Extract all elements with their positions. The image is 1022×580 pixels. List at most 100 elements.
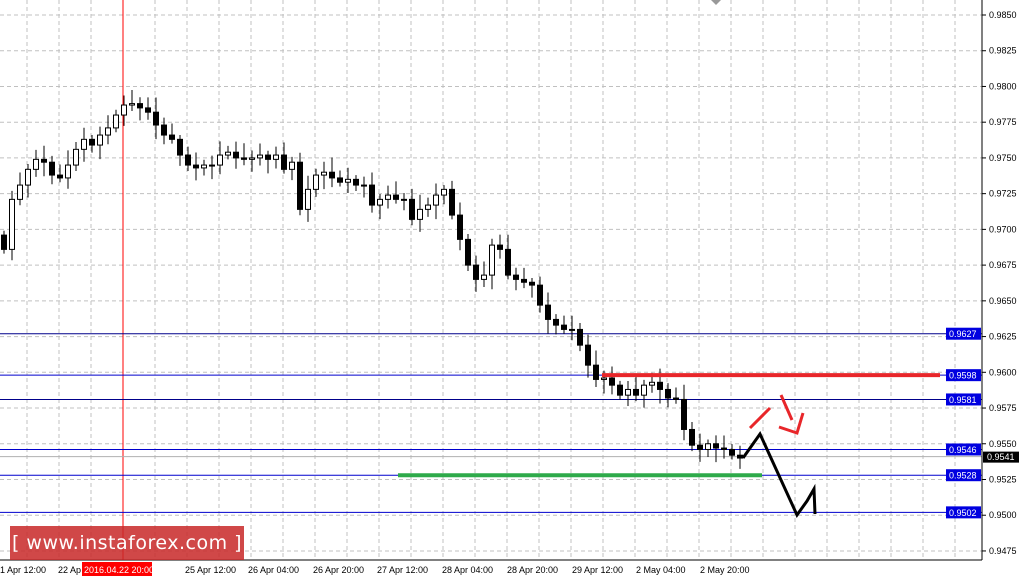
- candle: [481, 261, 487, 287]
- candle: [569, 315, 575, 341]
- candle: [377, 194, 383, 220]
- x-tick-label: 29 Apr 12:00: [572, 565, 623, 575]
- candle-body: [329, 171, 335, 179]
- candle-body: [537, 284, 543, 306]
- candle-body: [249, 157, 255, 160]
- candle-body: [105, 127, 111, 136]
- candle-body: [241, 157, 247, 160]
- candle-body: [433, 194, 439, 206]
- candle-body: [297, 161, 303, 210]
- candle: [689, 422, 695, 452]
- crosshair-time-badge: [82, 562, 152, 576]
- candle-body: [617, 384, 623, 396]
- candle: [441, 185, 447, 205]
- candle: [713, 435, 719, 463]
- level-price-label: 0.9627: [949, 329, 977, 339]
- candle: [81, 127, 87, 162]
- candle: [281, 142, 287, 174]
- candle: [593, 350, 599, 388]
- candle: [41, 145, 47, 177]
- y-tick-label: 0.9750: [989, 153, 1017, 163]
- candle-body: [233, 151, 239, 159]
- level-price-badge: [946, 327, 981, 340]
- candle-body: [569, 328, 575, 331]
- y-tick-label: 0.9525: [989, 474, 1017, 484]
- candle: [465, 234, 471, 272]
- candle: [473, 255, 479, 292]
- candle-body: [201, 164, 207, 169]
- candle-body: [137, 103, 143, 109]
- y-tick-label: 0.9475: [989, 546, 1017, 556]
- candle-body: [689, 428, 695, 446]
- candle: [97, 126, 103, 160]
- candle-body: [25, 168, 31, 186]
- candle-body: [465, 238, 471, 266]
- candle-body: [457, 214, 463, 240]
- candle-body: [681, 398, 687, 430]
- candle: [457, 202, 463, 251]
- candle-body: [713, 443, 719, 449]
- candle-body: [89, 138, 95, 146]
- candle-body: [697, 444, 703, 450]
- candle-body: [649, 381, 655, 386]
- x-tick-label: 26 Apr 04:00: [248, 565, 299, 575]
- candle-body: [225, 151, 231, 156]
- level-price-badge: [946, 393, 981, 406]
- candle-body: [473, 264, 479, 280]
- candle-body: [153, 111, 159, 126]
- candle: [553, 314, 559, 335]
- candle-body: [369, 184, 375, 206]
- candle: [185, 146, 191, 171]
- candle-body: [449, 188, 455, 216]
- y-tick-label: 0.9650: [989, 296, 1017, 306]
- candle: [249, 150, 255, 172]
- candle: [681, 384, 687, 441]
- x-tick-label: 2 May 20:00: [700, 565, 750, 575]
- candle: [25, 164, 31, 198]
- candle-body: [401, 198, 407, 201]
- candle-body: [545, 304, 551, 320]
- x-tick-label: 28 Apr 04:00: [442, 565, 493, 575]
- candle-body: [281, 154, 287, 170]
- candle: [265, 150, 271, 174]
- candle: [537, 276, 543, 313]
- candle-body: [553, 318, 559, 326]
- candle: [665, 383, 671, 408]
- candle: [433, 183, 439, 220]
- candle-body: [481, 274, 487, 280]
- shift-marker-icon: [711, 0, 721, 5]
- candle-body: [73, 148, 79, 166]
- level-price-label: 0.9581: [949, 395, 977, 405]
- candle: [241, 143, 247, 166]
- candle: [369, 172, 375, 213]
- price-axis-background: [983, 0, 1022, 560]
- candle: [385, 185, 391, 209]
- candle-body: [193, 164, 199, 169]
- candle-body: [265, 154, 271, 160]
- current-price-label: 0.9541: [987, 452, 1015, 462]
- candle: [633, 376, 639, 402]
- candle: [201, 159, 207, 176]
- candle-body: [257, 154, 263, 159]
- y-tick-label: 0.9825: [989, 46, 1017, 56]
- candle: [137, 97, 143, 121]
- candle-body: [9, 198, 15, 250]
- candle-body: [729, 448, 735, 456]
- candle-body: [169, 134, 175, 140]
- candle: [217, 141, 223, 175]
- candle: [353, 175, 359, 191]
- alt-forecast-down-stroke: [779, 394, 794, 421]
- candle-body: [305, 188, 311, 210]
- candle-body: [505, 248, 511, 276]
- candle: [313, 168, 319, 197]
- candle: [561, 315, 567, 334]
- candle-body: [289, 161, 295, 170]
- candle: [361, 176, 367, 198]
- candle-body: [361, 184, 367, 187]
- forecast-path-arrow: [741, 431, 817, 518]
- candle-body: [641, 384, 647, 396]
- candle: [1, 230, 7, 254]
- level-price-label: 0.9598: [949, 371, 977, 381]
- x-tick-label: 2016.04.22 20:00: [84, 565, 154, 575]
